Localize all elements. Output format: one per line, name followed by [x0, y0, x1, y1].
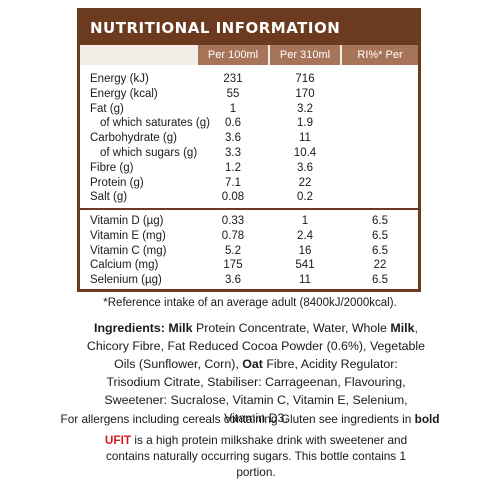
value-per-310ml: 1.9 — [297, 117, 313, 130]
row-label: Protein (g) — [90, 176, 144, 189]
row-label: Energy (kJ) — [90, 73, 149, 85]
row-label: Vitamin E (mg) — [90, 229, 166, 242]
brand-name: UFIT — [104, 433, 132, 447]
allergen-ingredient: Oat — [242, 357, 263, 371]
row-label: Vitamin C (mg) — [90, 244, 167, 257]
value-per-100ml: 1.2 — [225, 161, 241, 174]
row-label: Fat (g) — [90, 102, 124, 115]
column-header-ri-percent: RI%* Per 100ml — [342, 45, 418, 81]
value-per-310ml: 541 — [295, 259, 315, 272]
row-label: Energy (kcal) — [90, 87, 158, 100]
ingredient-text: Fibre, Acidity Regulator: Trisodium Citr… — [104, 357, 408, 425]
value-per-310ml: 170 — [295, 87, 315, 100]
value-per-310ml: 0.2 — [297, 191, 313, 204]
table-row: Protein (g) 7.1 22 — [80, 176, 418, 190]
row-label: of which saturates (g) — [100, 117, 210, 130]
ingredients-text: Ingredients: Milk Protein Concentrate, W… — [86, 319, 426, 427]
ingredients-label: Ingredients: — [94, 321, 165, 335]
allergen-bold-word: bold — [414, 412, 440, 426]
value-per-100ml: 231 — [223, 73, 243, 85]
column-header-per-100ml: Per 100ml — [198, 45, 268, 65]
allergen-text: For allergens including cereals containi… — [60, 412, 415, 426]
panel-title: NUTRITIONAL INFORMATION — [80, 11, 418, 45]
value-per-100ml: 0.78 — [221, 229, 245, 242]
table-row: of which sugars (g) 3.3 10.4 — [80, 146, 418, 160]
table-row: Energy (kcal) 55 170 — [80, 87, 418, 101]
ingredient-text: , Chicory Fibre, Fat Reduced Cocoa Powde… — [86, 321, 426, 371]
value-per-310ml: 11 — [299, 132, 311, 145]
value-ri-percent: 6.5 — [372, 244, 388, 257]
table-row: Vitamin D (µg) 0.33 1 6.5 — [80, 214, 418, 228]
value-ri-percent: 22 — [373, 259, 387, 272]
product-description: UFIT is a high protein milkshake drink w… — [86, 432, 426, 480]
row-label: of which sugars (g) — [100, 147, 198, 159]
column-header-per-310ml: Per 310ml — [270, 45, 340, 65]
section-divider — [80, 208, 418, 210]
value-per-310ml: 10.4 — [293, 147, 317, 159]
table-row: Salt (g) 0.08 0.2 — [80, 190, 418, 204]
table-row: Energy (kJ) 231 716 — [80, 72, 418, 86]
value-per-310ml: 11 — [299, 274, 311, 287]
table-row: Fat (g) 1 3.2 — [80, 102, 418, 116]
value-per-100ml: 3.6 — [225, 132, 241, 145]
value-per-100ml: 1 — [229, 102, 237, 115]
value-per-100ml: 0.08 — [221, 191, 245, 204]
row-label: Carbohydrate (g) — [90, 132, 177, 145]
value-per-310ml: 716 — [295, 73, 315, 85]
value-per-310ml: 3.6 — [297, 161, 313, 174]
nutrition-panel: NUTRITIONAL INFORMATION Per 100ml Per 31… — [77, 8, 421, 292]
table-row: Calcium (mg) 175 541 22 — [80, 258, 418, 272]
value-per-310ml: 22 — [298, 176, 312, 189]
row-label: Calcium (mg) — [90, 259, 159, 272]
value-per-100ml: 175 — [223, 259, 243, 272]
table-row: Fibre (g) 1.2 3.6 — [80, 161, 418, 175]
allergen-ingredient: Milk — [390, 321, 415, 335]
value-per-100ml: 5.2 — [225, 244, 241, 257]
row-label: Vitamin D (µg) — [90, 215, 164, 227]
value-per-100ml: 3.3 — [225, 147, 241, 159]
value-per-310ml: 1 — [301, 215, 309, 227]
table-row: Vitamin E (mg) 0.78 2.4 6.5 — [80, 229, 418, 243]
reference-intake-note: *Reference intake of an average adult (8… — [103, 297, 397, 309]
value-per-310ml: 2.4 — [297, 229, 313, 242]
row-label: Selenium (µg) — [90, 274, 162, 287]
value-ri-percent: 6.5 — [372, 229, 388, 242]
allergen-ingredient: Milk — [168, 321, 193, 335]
value-ri-percent: 6.5 — [372, 274, 388, 287]
value-ri-percent: 6.5 — [372, 215, 388, 227]
value-per-100ml: 3.6 — [225, 274, 241, 287]
value-per-310ml: 16 — [298, 244, 312, 257]
value-per-310ml: 3.2 — [297, 102, 313, 115]
table-row: Carbohydrate (g) 3.6 11 — [80, 131, 418, 145]
table-row: Selenium (µg) 3.6 11 6.5 — [80, 273, 418, 287]
table-row: of which saturates (g) 0.6 1.9 — [80, 116, 418, 130]
row-label: Salt (g) — [90, 191, 128, 204]
value-per-100ml: 55 — [226, 87, 240, 100]
row-label: Fibre (g) — [90, 161, 134, 174]
allergen-note: For allergens including cereals containi… — [0, 412, 500, 426]
column-header-row: Per 100ml Per 310ml RI%* Per 100ml — [80, 45, 418, 81]
value-per-100ml: 0.6 — [225, 117, 241, 130]
table-row: Vitamin C (mg) 5.2 16 6.5 — [80, 244, 418, 258]
product-description-text: is a high protein milkshake drink with s… — [105, 433, 408, 479]
ingredient-text: Protein Concentrate, Water, Whole — [192, 321, 391, 335]
value-per-100ml: 0.33 — [221, 215, 245, 227]
value-per-100ml: 7.1 — [225, 176, 241, 189]
